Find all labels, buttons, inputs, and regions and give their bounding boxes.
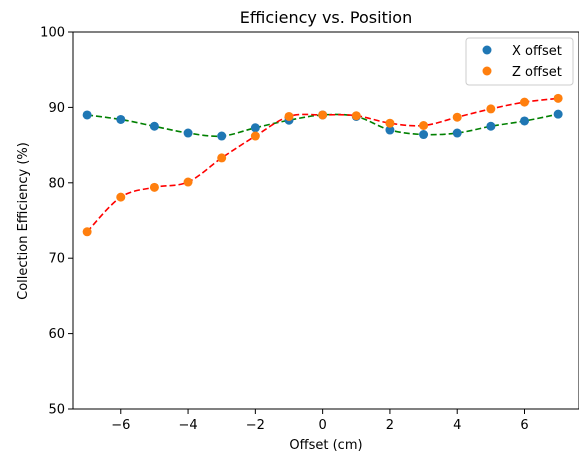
data-points [82,93,563,237]
z-offset-point [183,177,193,187]
y-tick-label: 100 [40,26,65,41]
x-offset-point [250,123,260,133]
z-offset-point [553,93,563,103]
y-tick-label: 70 [48,252,65,267]
x-tick-label: −4 [178,418,197,433]
z-offset-point [250,131,260,141]
legend: X offset Z offset [465,37,574,86]
x-tick-label: −6 [111,418,130,433]
z-offset-point [486,104,496,114]
x-offset-point [553,109,563,119]
y-axis-label: Collection Efficiency (%) [16,142,31,300]
x-offset-point [385,125,395,135]
x-offset-point [419,130,429,140]
x-offset-point [452,128,462,138]
x-offset-point [486,121,496,131]
legend-marker [482,66,492,76]
z-offset-point [318,110,328,120]
y-tick-label: 80 [48,176,65,191]
x-tick-label: 0 [318,418,326,433]
z-offset-point [385,118,395,128]
legend-label: Z offset [512,65,562,80]
y-tick-label: 50 [48,403,65,418]
chart-title: Efficiency vs. Position [240,8,412,27]
y-tick-label: 90 [48,101,65,116]
x-tick-label: −2 [246,418,265,433]
z-offset-point [519,97,529,107]
y-axis-ticks: 50 60 70 80 90 100 [40,26,73,418]
z-offset-point [452,112,462,122]
x-tick-label: 6 [520,418,528,433]
x-offset-point [82,110,92,120]
legend-box [465,37,574,86]
y-tick-label: 60 [48,327,65,342]
x-tick-label: 2 [386,418,394,433]
z-offset-point [419,120,429,130]
x-offset-point [519,116,529,126]
plot-frame [72,31,579,410]
x-offset-point [183,128,193,138]
x-axis-ticks: −6 −4 −2 0 2 4 6 [111,409,529,433]
x-offset-point [149,121,159,131]
z-offset-point [284,111,294,121]
z-offset-point [217,153,227,163]
legend-marker [482,45,492,55]
x-tick-label: 4 [453,418,461,433]
z-offset-point [351,111,361,121]
z-offset-point [149,182,159,192]
z-offset-point [82,227,92,237]
x-offset-point [217,131,227,141]
z-offset-point [116,192,126,202]
x-offset-point [116,114,126,124]
legend-label: X offset [512,44,562,59]
x-axis-label: Offset (cm) [289,438,362,453]
